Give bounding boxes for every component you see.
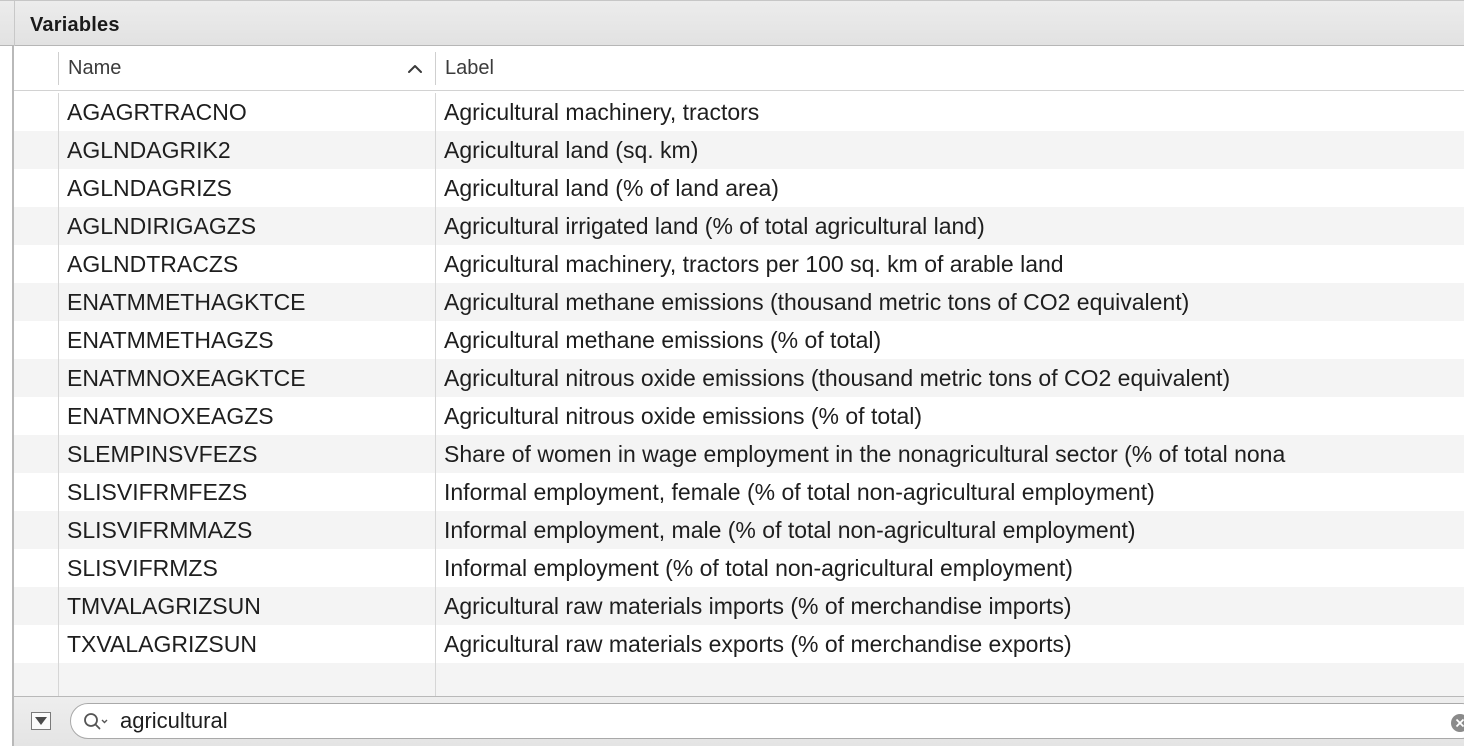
table-row[interactable]: ENATMMETHAGKTCE Agricultural methane emis… — [14, 283, 1464, 321]
cell-variable-name: SLISVIFRMFEZS — [67, 479, 248, 505]
cell-variable-name: AGLNDIRIGAGZS — [67, 213, 257, 239]
cell-variable-name: TXVALAGRIZSUN — [67, 631, 257, 657]
cell-variable-name: ENATMMETHAGKTCE — [67, 289, 306, 315]
cell-variable-label: Agricultural machinery, tractors per 100… — [444, 251, 1064, 277]
table-row[interactable]: SLISVIFRMZS Informal employment (% of tot… — [14, 549, 1464, 587]
cell-variable-label: Informal employment, male (% of total no… — [444, 517, 1136, 543]
search-icon[interactable] — [83, 712, 109, 732]
cell-variable-name: SLEMPINSVFEZS — [67, 441, 258, 467]
cell-variable-label: Agricultural methane emissions (thousand… — [444, 289, 1190, 315]
cell-variable-label: Agricultural nitrous oxide emissions (th… — [444, 365, 1231, 391]
column-header-label[interactable]: Label — [445, 46, 1445, 91]
cell-variable-label: Agricultural machinery, tractors — [444, 99, 760, 125]
table-row[interactable]: AGLNDTRACZS Agricultural machinery, tract… — [14, 245, 1464, 283]
cell-variable-label: Agricultural raw materials exports (% of… — [444, 631, 1072, 657]
header-separator — [58, 52, 59, 85]
table-row-empty — [14, 663, 1464, 696]
chevron-up-icon[interactable] — [406, 60, 424, 78]
search-input[interactable] — [120, 704, 1420, 738]
cell-variable-label: Informal employment (% of total non-agri… — [444, 555, 1073, 581]
table-body: AGAGRTRACNO Agricultural machinery, tract… — [14, 93, 1464, 696]
cell-variable-name: AGAGRTRACNO — [67, 99, 247, 125]
filter-menu-button[interactable] — [31, 712, 51, 730]
table-row[interactable]: TXVALAGRIZSUN Agricultural raw materials … — [14, 625, 1464, 663]
panel-title: Variables — [30, 14, 120, 36]
table-row[interactable]: TMVALAGRIZSUN Agricultural raw materials … — [14, 587, 1464, 625]
panel-left-border — [12, 46, 14, 746]
cell-variable-label: Agricultural methane emissions (% of tot… — [444, 327, 882, 353]
table-row[interactable]: SLISVIFRMMAZS Informal employment, male (… — [14, 511, 1464, 549]
cell-variable-label: Share of women in wage employment in the… — [444, 441, 1286, 467]
cell-variable-name: SLISVIFRMZS — [67, 555, 218, 581]
column-header-name[interactable]: Name — [68, 46, 436, 91]
table-row[interactable]: SLISVIFRMFEZS Informal employment, female… — [14, 473, 1464, 511]
table-row[interactable]: ENATMMETHAGZS Agricultural methane emissi… — [14, 321, 1464, 359]
cell-variable-name: AGLNDAGRIZS — [67, 175, 232, 201]
search-bar-area — [14, 696, 1464, 746]
cell-variable-name: SLISVIFRMMAZS — [67, 517, 253, 543]
cell-variable-name: AGLNDAGRIK2 — [67, 137, 231, 163]
table-header: Name Label — [14, 46, 1464, 91]
header-separator[interactable] — [435, 52, 436, 85]
column-header-name-label: Name — [68, 57, 122, 79]
variables-table: Name Label AGAGRTRACNO Agricultural machi… — [14, 46, 1464, 696]
cell-variable-label: Agricultural irrigated land (% of total … — [444, 213, 985, 239]
table-row[interactable]: ENATMNOXEAGKTCE Agricultural nitrous oxid… — [14, 359, 1464, 397]
clear-icon[interactable] — [1451, 714, 1464, 732]
close-icon — [1455, 718, 1464, 728]
cell-variable-name: ENATMMETHAGZS — [67, 327, 274, 353]
panel-header-edge — [0, 1, 15, 47]
cell-variable-label: Agricultural land (% of land area) — [444, 175, 779, 201]
cell-variable-label: Agricultural raw materials imports (% of… — [444, 593, 1072, 619]
cell-variable-name: ENATMNOXEAGZS — [67, 403, 274, 429]
cell-variable-label: Informal employment, female (% of total … — [444, 479, 1155, 505]
disclosure-triangle-icon — [35, 717, 47, 725]
table-row[interactable]: AGAGRTRACNO Agricultural machinery, tract… — [14, 93, 1464, 131]
table-row[interactable]: ENATMNOXEAGZS Agricultural nitrous oxide … — [14, 397, 1464, 435]
cell-variable-label: Agricultural land (sq. km) — [444, 137, 699, 163]
column-divider — [435, 93, 436, 696]
cell-variable-name: TMVALAGRIZSUN — [67, 593, 261, 619]
cell-variable-name: ENATMNOXEAGKTCE — [67, 365, 306, 391]
table-row[interactable]: SLEMPINSVFEZS Share of women in wage empl… — [14, 435, 1464, 473]
cell-variable-name: AGLNDTRACZS — [67, 251, 239, 277]
table-row[interactable]: AGLNDIRIGAGZS Agricultural irrigated land… — [14, 207, 1464, 245]
table-row[interactable]: AGLNDAGRIK2 Agricultural land (sq. km) — [14, 131, 1464, 169]
panel-header: Variables — [0, 0, 1464, 47]
cell-variable-label: Agricultural nitrous oxide emissions (% … — [444, 403, 923, 429]
table-row[interactable]: AGLNDAGRIZS Agricultural land (% of land … — [14, 169, 1464, 207]
search-field[interactable] — [70, 703, 1464, 739]
column-header-label-text: Label — [445, 57, 494, 79]
column-divider — [58, 93, 59, 696]
